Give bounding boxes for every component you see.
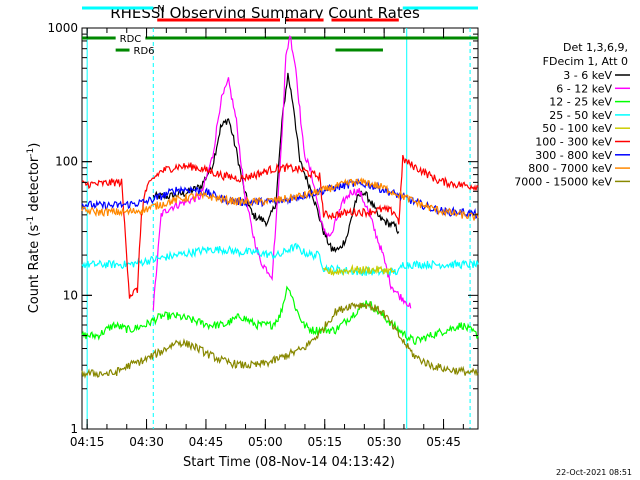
x-axis-label: Start Time (08-Nov-14 04:13:42) xyxy=(183,455,395,470)
marker-lines xyxy=(86,28,471,429)
legend-entry-label: 50 - 100 keV xyxy=(542,122,612,135)
series-line xyxy=(81,154,479,299)
flag-label: F xyxy=(284,16,290,27)
x-tick-label: 05:15 xyxy=(307,435,342,449)
plot-area xyxy=(81,27,479,430)
legend-entry-label: 6 - 12 keV xyxy=(556,82,612,95)
y-tick-label: 1 xyxy=(70,422,78,436)
y-axis-label-part: ) xyxy=(27,143,42,148)
x-tick-label: 05:00 xyxy=(248,435,283,449)
y-axis-label-part: detector xyxy=(27,156,42,216)
chart-title: RHESSI Observing Summary Count Rates xyxy=(110,4,420,22)
legend-header-line: Det 1,3,6,9, xyxy=(563,41,628,54)
series-line xyxy=(81,177,479,221)
legend-header-line: FDecim 1, Att 0 xyxy=(543,55,628,68)
y-axis-label-superscript: -1 xyxy=(26,148,36,157)
legend-entry-label: 3 - 6 keV xyxy=(563,69,612,82)
series-line xyxy=(81,285,479,345)
y-axis-label-superscript: -1 xyxy=(26,216,36,225)
flag-label: N xyxy=(157,4,164,15)
legend-entry-label: 300 - 800 keV xyxy=(535,149,612,162)
series-lines xyxy=(81,34,479,379)
legend: Det 1,3,6,9, FDecim 1, Att 0 3 - 6 keV6 … xyxy=(514,41,630,188)
legend-entry-label: 100 - 300 keV xyxy=(535,136,612,149)
series-line xyxy=(323,263,396,277)
y-tick-label: 100 xyxy=(55,155,78,169)
x-tick-label: 04:45 xyxy=(189,435,224,449)
series-line xyxy=(152,72,400,254)
x-tick-label: 04:30 xyxy=(129,435,164,449)
y-axis: 1 10 100 1000 xyxy=(47,21,478,436)
flag-label: RD6 xyxy=(134,46,155,57)
timestamp: 22-Oct-2021 08:51 xyxy=(556,468,632,477)
series-line xyxy=(81,242,479,277)
legend-entry-label: 12 - 25 keV xyxy=(549,96,612,109)
y-tick-label: 10 xyxy=(63,288,78,302)
x-tick-label: 05:30 xyxy=(367,435,402,449)
legend-entry-label: 7000 - 15000 keV xyxy=(514,175,612,188)
y-tick-label: 1000 xyxy=(47,21,78,35)
legend-entry-label: 25 - 50 keV xyxy=(549,109,612,122)
series-line xyxy=(81,300,479,379)
y-axis-label-part: Count Rate (s xyxy=(27,225,42,314)
y-axis-label: Count Rate (s-1 detector-1) xyxy=(26,143,42,314)
x-tick-label: 05:45 xyxy=(426,435,461,449)
x-tick-label: 04:15 xyxy=(70,435,105,449)
plot-frame xyxy=(81,27,479,430)
flag-label: RDC xyxy=(120,34,142,45)
legend-entry-label: 800 - 7000 keV xyxy=(528,162,612,175)
x-axis: 04:15 04:30 04:45 05:00 05:15 05:30 05:45 xyxy=(70,28,464,449)
